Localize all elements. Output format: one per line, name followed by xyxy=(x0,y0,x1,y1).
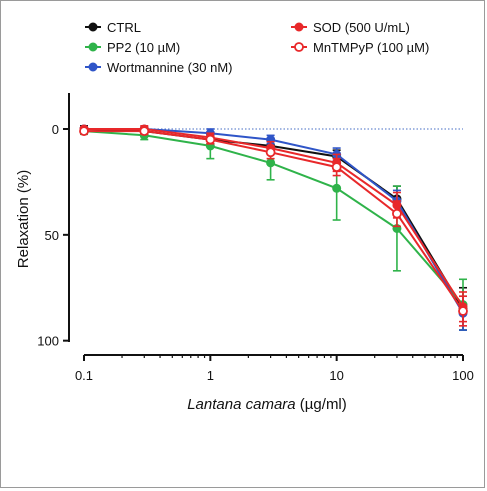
data-point xyxy=(205,134,216,145)
legend-item-2: PP2 (10 µM) xyxy=(85,40,180,55)
x-axis-title: Lantana camara (µg/ml) xyxy=(187,396,347,413)
legend-label: Wortmannine (30 nM) xyxy=(107,60,232,75)
axes: 0 50 100 0.1 1 10 100 xyxy=(37,93,474,383)
x-tick-label: 100 xyxy=(452,368,474,383)
y-tick-label: 50 xyxy=(45,228,59,243)
data-point xyxy=(79,126,89,137)
series-group xyxy=(79,124,468,331)
x-tick-label: 0.1 xyxy=(75,368,93,383)
x-tick-label: 10 xyxy=(329,368,343,383)
y-tick-label: 100 xyxy=(37,334,59,349)
legend-marker xyxy=(88,42,98,52)
data-point xyxy=(266,158,276,168)
legend: CTRL PP2 (10 µM) Wortmannine (30 nM) SOD (5… xyxy=(85,20,429,75)
series-5 xyxy=(79,126,468,327)
legend-marker xyxy=(88,62,98,72)
data-point xyxy=(458,306,468,316)
legend-marker xyxy=(294,22,304,32)
x-axis-title-unit: (µg/ml) xyxy=(296,396,347,413)
data-point xyxy=(139,126,150,137)
y-axis-title: Relaxation (%) xyxy=(15,170,32,268)
legend-label: PP2 (10 µM) xyxy=(107,40,180,55)
data-point xyxy=(265,147,276,158)
x-tick-label: 1 xyxy=(207,368,214,383)
legend-label: CTRL xyxy=(107,20,141,35)
y-tick-label: 0 xyxy=(52,122,59,137)
legend-label: SOD (500 U/mL) xyxy=(313,20,410,35)
x-axis-title-italic: Lantana camara xyxy=(187,396,295,413)
legend-marker xyxy=(88,22,98,32)
legend-item-4: SOD (500 U/mL) xyxy=(291,20,410,35)
legend-item-5: MnTMPyP (100 µM) xyxy=(291,40,429,55)
series-2 xyxy=(79,126,468,331)
legend-item-3: Wortmannine (30 nM) xyxy=(85,60,232,75)
legend-label: MnTMPyP (100 µM) xyxy=(313,40,429,55)
data-point xyxy=(332,183,342,193)
data-point xyxy=(392,208,402,219)
legend-marker xyxy=(294,42,304,52)
data-point xyxy=(331,162,342,173)
legend-item-1: CTRL xyxy=(85,20,141,35)
